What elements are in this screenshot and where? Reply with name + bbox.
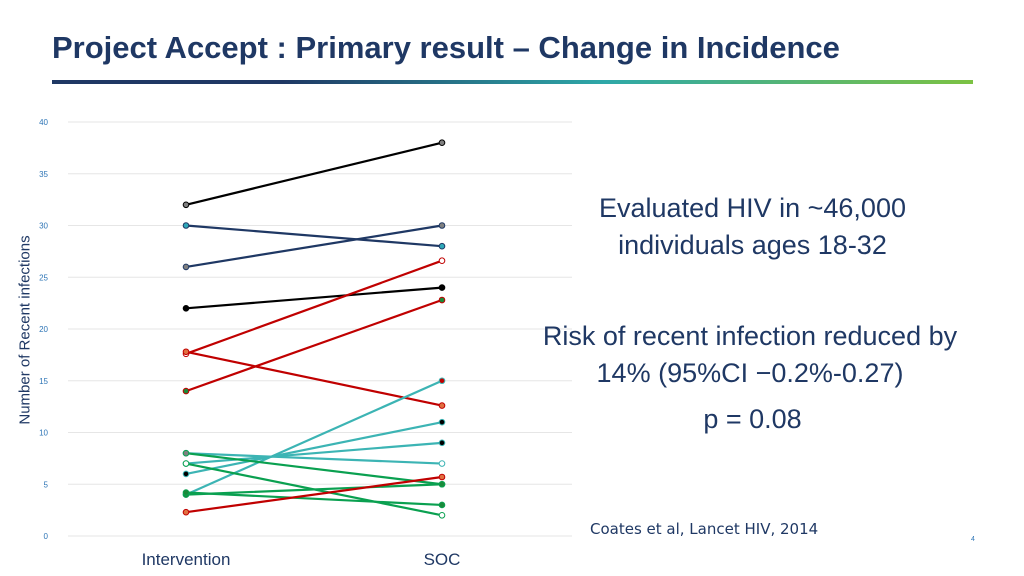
y-tick-label: 0	[44, 532, 49, 541]
y-tick-label: 40	[39, 118, 48, 127]
data-point	[438, 402, 446, 409]
series-line	[184, 259, 444, 355]
data-point	[438, 418, 446, 426]
y-tick-label: 30	[39, 222, 48, 231]
series-line	[184, 452, 444, 486]
data-point	[438, 501, 446, 509]
y-tick-label: 15	[39, 377, 48, 386]
study-description: Evaluated HIV in ~46,000 individuals age…	[599, 193, 906, 260]
series-line	[184, 224, 444, 248]
data-point	[438, 480, 446, 488]
slide-number: 4	[971, 536, 975, 543]
x-category-label: Intervention	[142, 550, 231, 569]
series-line	[184, 224, 444, 268]
x-category-label: SOC	[424, 550, 461, 569]
data-point	[182, 489, 190, 496]
y-axis-label: Number of Recent infections	[16, 235, 34, 425]
y-tick-label: 25	[39, 273, 48, 282]
series-line	[184, 475, 444, 514]
data-point	[438, 296, 446, 304]
data-point	[438, 139, 446, 146]
p-value-text: p = 0.08	[703, 404, 802, 434]
y-tick-label: 35	[39, 170, 48, 179]
data-point	[438, 460, 446, 467]
data-point	[182, 470, 190, 478]
series-line	[184, 379, 444, 496]
data-point	[182, 263, 190, 271]
citation: Coates et al, Lancet HIV, 2014	[590, 520, 819, 538]
data-point	[438, 377, 446, 385]
data-point	[438, 242, 446, 250]
data-point	[438, 439, 446, 447]
series-line	[184, 421, 444, 475]
slide-title: Project Accept : Primary result – Change…	[52, 30, 840, 65]
series-line	[184, 491, 444, 507]
data-point	[182, 305, 190, 312]
series-line	[184, 298, 444, 393]
data-point	[182, 201, 190, 209]
series-line	[184, 350, 444, 407]
series-line	[184, 286, 444, 310]
risk-reduction-text: Risk of recent infection reduced by 14% …	[542, 321, 958, 388]
data-point	[438, 473, 446, 481]
data-point	[182, 449, 190, 457]
data-point	[182, 508, 190, 516]
series-line	[184, 441, 444, 465]
data-point	[182, 348, 190, 356]
data-point	[438, 512, 446, 519]
series-line	[184, 483, 444, 496]
data-point	[438, 284, 446, 291]
data-point	[438, 257, 446, 264]
data-point	[182, 222, 190, 229]
y-tick-label: 20	[39, 325, 48, 334]
data-point	[182, 387, 190, 395]
data-point	[182, 460, 190, 467]
data-point	[438, 222, 446, 229]
y-tick-label: 5	[44, 480, 49, 489]
series-line	[184, 452, 444, 465]
series-line	[184, 141, 444, 206]
y-tick-label: 10	[39, 429, 48, 438]
title-underline-bar	[52, 80, 973, 84]
